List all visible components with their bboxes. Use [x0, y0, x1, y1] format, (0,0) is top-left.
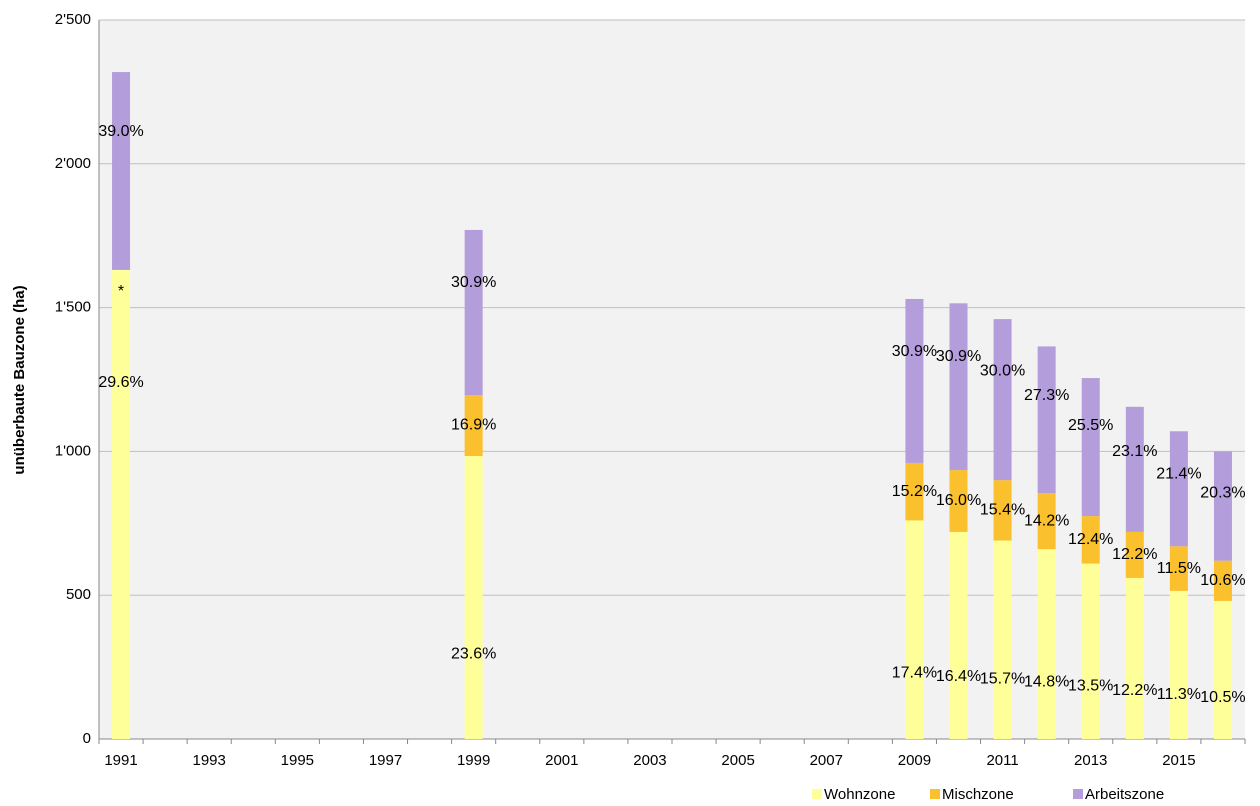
bar-segment [1081, 516, 1100, 564]
bar-segment [1213, 600, 1232, 739]
data-label: 12.4% [1068, 531, 1113, 548]
bar-segment [993, 319, 1012, 481]
bar-segment [993, 480, 1012, 541]
data-label: 16.9% [451, 417, 496, 434]
legend-label: Arbeitszone [1085, 786, 1164, 803]
y-tick-label: 500 [66, 586, 91, 603]
data-label: 30.9% [936, 348, 981, 365]
legend-label: Wohnzone [824, 786, 895, 803]
data-label: 27.3% [1024, 387, 1069, 404]
bar-segment [993, 540, 1012, 739]
data-label: 14.2% [1024, 512, 1069, 529]
x-tick-label: 1991 [104, 752, 137, 769]
data-label: 23.6% [451, 645, 496, 662]
legend-label: Mischzone [942, 786, 1014, 803]
x-tick-label: 2015 [1162, 752, 1195, 769]
x-tick-label: 2001 [545, 752, 578, 769]
bar-segment [1169, 431, 1188, 547]
data-label: 30.9% [451, 274, 496, 291]
bar-segment [1081, 563, 1100, 739]
bar-segment [1213, 451, 1232, 561]
data-label: 23.1% [1112, 443, 1157, 460]
bar-segment [1037, 549, 1056, 739]
x-tick-label: 1999 [457, 752, 490, 769]
x-tick-label: 2009 [898, 752, 931, 769]
bar-segment [905, 462, 924, 521]
bar-segment [1037, 346, 1056, 494]
data-label: 29.6% [98, 374, 143, 391]
data-label: 39.0% [98, 123, 143, 140]
data-label: 15.4% [980, 502, 1025, 519]
data-label: 20.3% [1200, 484, 1245, 501]
x-tick-label: 1997 [369, 752, 402, 769]
bar-segment [1169, 546, 1188, 591]
bar-segment [112, 269, 131, 739]
x-tick-label: 2013 [1074, 752, 1107, 769]
data-label: 11.5% [1157, 560, 1201, 577]
y-tick-label: 2'000 [55, 155, 91, 172]
bar-segment [1081, 378, 1100, 517]
x-tick-label: 2011 [986, 752, 1018, 769]
data-label: 15.2% [892, 483, 937, 500]
data-label: 17.4% [892, 665, 937, 682]
y-tick-label: 1'000 [55, 442, 91, 459]
data-label: 15.7% [980, 671, 1025, 688]
legend-swatch [930, 789, 940, 799]
bar-segment [1169, 590, 1188, 739]
data-label: 11.3% [1157, 686, 1201, 703]
plot-area [99, 20, 1245, 739]
data-label: 10.5% [1200, 689, 1245, 706]
bar-segment [1125, 531, 1144, 578]
bar-segment [905, 520, 924, 739]
data-label: 12.2% [1112, 546, 1157, 563]
bar-segment [464, 395, 483, 457]
x-tick-label: 2005 [721, 752, 754, 769]
bar-segment [1125, 406, 1144, 532]
x-tick-label: 2003 [633, 752, 666, 769]
bar-segment [1037, 493, 1056, 550]
x-tick-label: 1995 [281, 752, 314, 769]
data-label: 10.6% [1200, 572, 1245, 589]
annotation: * [118, 283, 124, 300]
data-label: 12.2% [1112, 682, 1157, 699]
y-tick-label: 1'500 [55, 299, 91, 316]
y-tick-label: 2'500 [55, 11, 91, 28]
data-label: 16.4% [936, 668, 981, 685]
bar-segment [112, 72, 131, 270]
bar-segment [1125, 577, 1144, 739]
bar-segment [464, 229, 483, 396]
bar-segment [1213, 560, 1232, 601]
data-label: 30.9% [892, 343, 937, 360]
bar-segment [949, 303, 968, 471]
data-label: 21.4% [1156, 465, 1201, 482]
y-axis-title: unüberbaute Bauzone (ha) [11, 285, 28, 474]
bar-segment [949, 531, 968, 739]
data-label: 13.5% [1068, 678, 1113, 695]
bar-segment [949, 470, 968, 532]
bar-segment [464, 456, 483, 739]
data-label: 25.5% [1068, 417, 1113, 434]
data-label: 30.0% [980, 363, 1025, 380]
legend-swatch [1073, 789, 1083, 799]
data-label: 16.0% [936, 492, 981, 509]
x-tick-label: 2007 [810, 752, 843, 769]
x-tick-label: 1993 [193, 752, 226, 769]
y-tick-label: 0 [83, 730, 91, 747]
bar-segment [905, 298, 924, 463]
data-label: 14.8% [1024, 673, 1069, 690]
legend-swatch [812, 789, 822, 799]
